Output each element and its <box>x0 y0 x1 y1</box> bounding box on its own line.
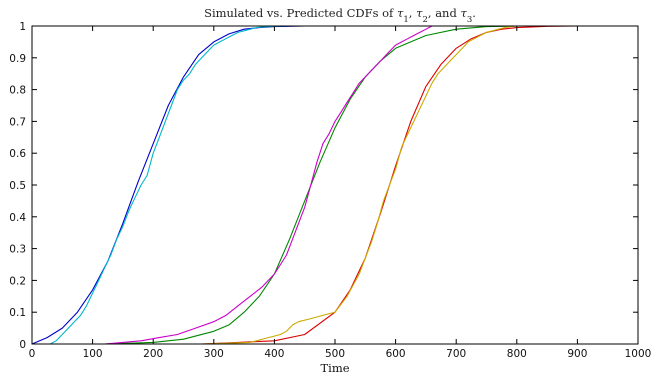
y-tick-label: 0.1 <box>9 307 26 319</box>
x-tick-label: 0 <box>29 348 36 360</box>
y-tick-label: 1 <box>19 21 26 33</box>
x-tick-label: 300 <box>204 348 224 360</box>
y-tick-label: 0.3 <box>9 244 26 256</box>
axis-ticks: 0 100 200 300 400 500 600 700 800 900 1000 0 0.1 0.2 0… <box>9 21 651 360</box>
plot-area-frame <box>31 25 639 345</box>
y-tick-label: 0.8 <box>9 85 26 97</box>
series-line-5-predicted <box>201 25 638 345</box>
x-axis-label: Time <box>320 361 349 375</box>
y-tick-label: 0.9 <box>9 53 26 65</box>
y-tick-label: 0.4 <box>9 212 26 224</box>
y-tick-label: 0.5 <box>9 180 26 192</box>
x-tick-label: 600 <box>386 348 406 360</box>
series-line-6-simulated <box>201 25 517 345</box>
series-line-4-simulated <box>104 25 433 345</box>
x-tick-label: 900 <box>567 348 587 360</box>
y-tick-label: 0.2 <box>9 275 26 287</box>
series-line-1-predicted <box>31 25 638 345</box>
x-tick-label: 500 <box>325 348 345 360</box>
y-tick-label: 0.7 <box>9 116 26 128</box>
series-line-2-simulated <box>49 25 311 345</box>
series-line-3-predicted <box>104 25 638 345</box>
series-layer <box>31 25 638 345</box>
x-tick-label: 800 <box>507 348 527 360</box>
y-tick-label: 0 <box>19 339 26 351</box>
x-tick-label: 700 <box>446 348 466 360</box>
x-tick-label: 100 <box>83 348 103 360</box>
chart-title: Simulated vs. Predicted CDFs of τ1, τ2, … <box>204 6 476 25</box>
x-tick-label: 200 <box>143 348 163 360</box>
y-tick-label: 0.6 <box>9 148 26 160</box>
x-tick-label: 400 <box>264 348 284 360</box>
x-tick-label: 1000 <box>625 348 652 360</box>
